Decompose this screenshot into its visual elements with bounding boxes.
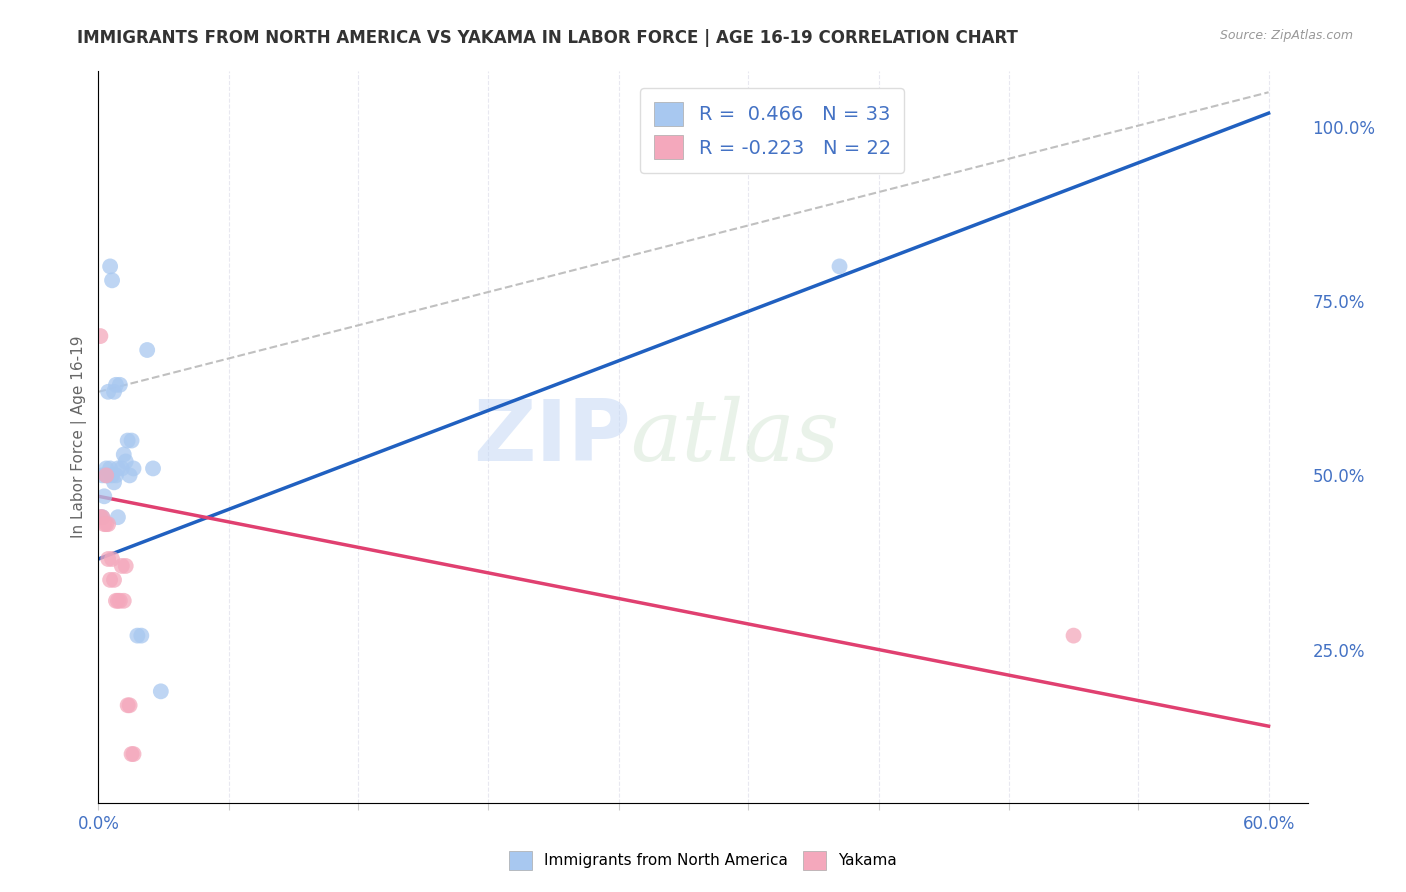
Point (112, 594, 135, 608)
Point (93, 489, 115, 503)
Point (111, 461, 134, 475)
Point (652, 120, 675, 134)
Point (101, 552, 124, 566)
Point (114, 454, 136, 468)
Point (149, 684, 172, 698)
Point (96, 461, 118, 475)
Point (103, 475, 125, 490)
Point (112, 448, 135, 462)
Point (104, 377, 127, 392)
Point (111, 558, 134, 573)
Point (96, 468, 118, 483)
Text: Source: ZipAtlas.com: Source: ZipAtlas.com (1219, 29, 1353, 42)
Point (96, 517, 118, 532)
Point (98, 573, 121, 587)
Point (107, 510, 129, 524)
Point (108, 377, 131, 392)
Point (97, 384, 120, 399)
Point (101, 273, 124, 287)
Point (118, 698, 141, 713)
Text: IMMIGRANTS FROM NORTH AMERICA VS YAKAMA IN LABOR FORCE | AGE 16-19 CORRELATION C: IMMIGRANTS FROM NORTH AMERICA VS YAKAMA … (77, 29, 1018, 46)
Text: atlas: atlas (630, 396, 839, 478)
Point (117, 434, 139, 448)
Point (103, 384, 125, 399)
Point (127, 629, 149, 643)
Point (89, 510, 111, 524)
Point (101, 468, 124, 483)
Point (117, 698, 139, 713)
Point (93, 517, 115, 532)
Point (97, 517, 120, 532)
Point (107, 461, 129, 475)
Legend: Immigrants from North America, Yakama: Immigrants from North America, Yakama (503, 845, 903, 876)
Point (1063, 629, 1085, 643)
Point (121, 434, 143, 448)
Point (121, 747, 143, 761)
Point (142, 461, 165, 475)
Point (118, 468, 141, 483)
Point (136, 343, 159, 357)
Point (122, 747, 145, 761)
Point (114, 558, 136, 573)
Point (89, 329, 111, 343)
Text: ZIP: ZIP (472, 395, 630, 479)
Point (131, 629, 153, 643)
Point (97, 552, 120, 566)
Point (91, 510, 114, 524)
Point (89, 510, 111, 524)
Point (91, 510, 114, 524)
Point (98, 260, 121, 274)
Point (103, 573, 125, 587)
Y-axis label: In Labor Force | Age 16-19: In Labor Force | Age 16-19 (72, 335, 87, 539)
Point (96, 468, 118, 483)
Point (108, 594, 131, 608)
Point (828, 260, 851, 274)
Point (104, 594, 127, 608)
Point (98, 461, 121, 475)
Point (97, 468, 120, 483)
Point (104, 468, 127, 483)
Point (91, 468, 114, 483)
Point (122, 461, 145, 475)
Point (107, 594, 129, 608)
